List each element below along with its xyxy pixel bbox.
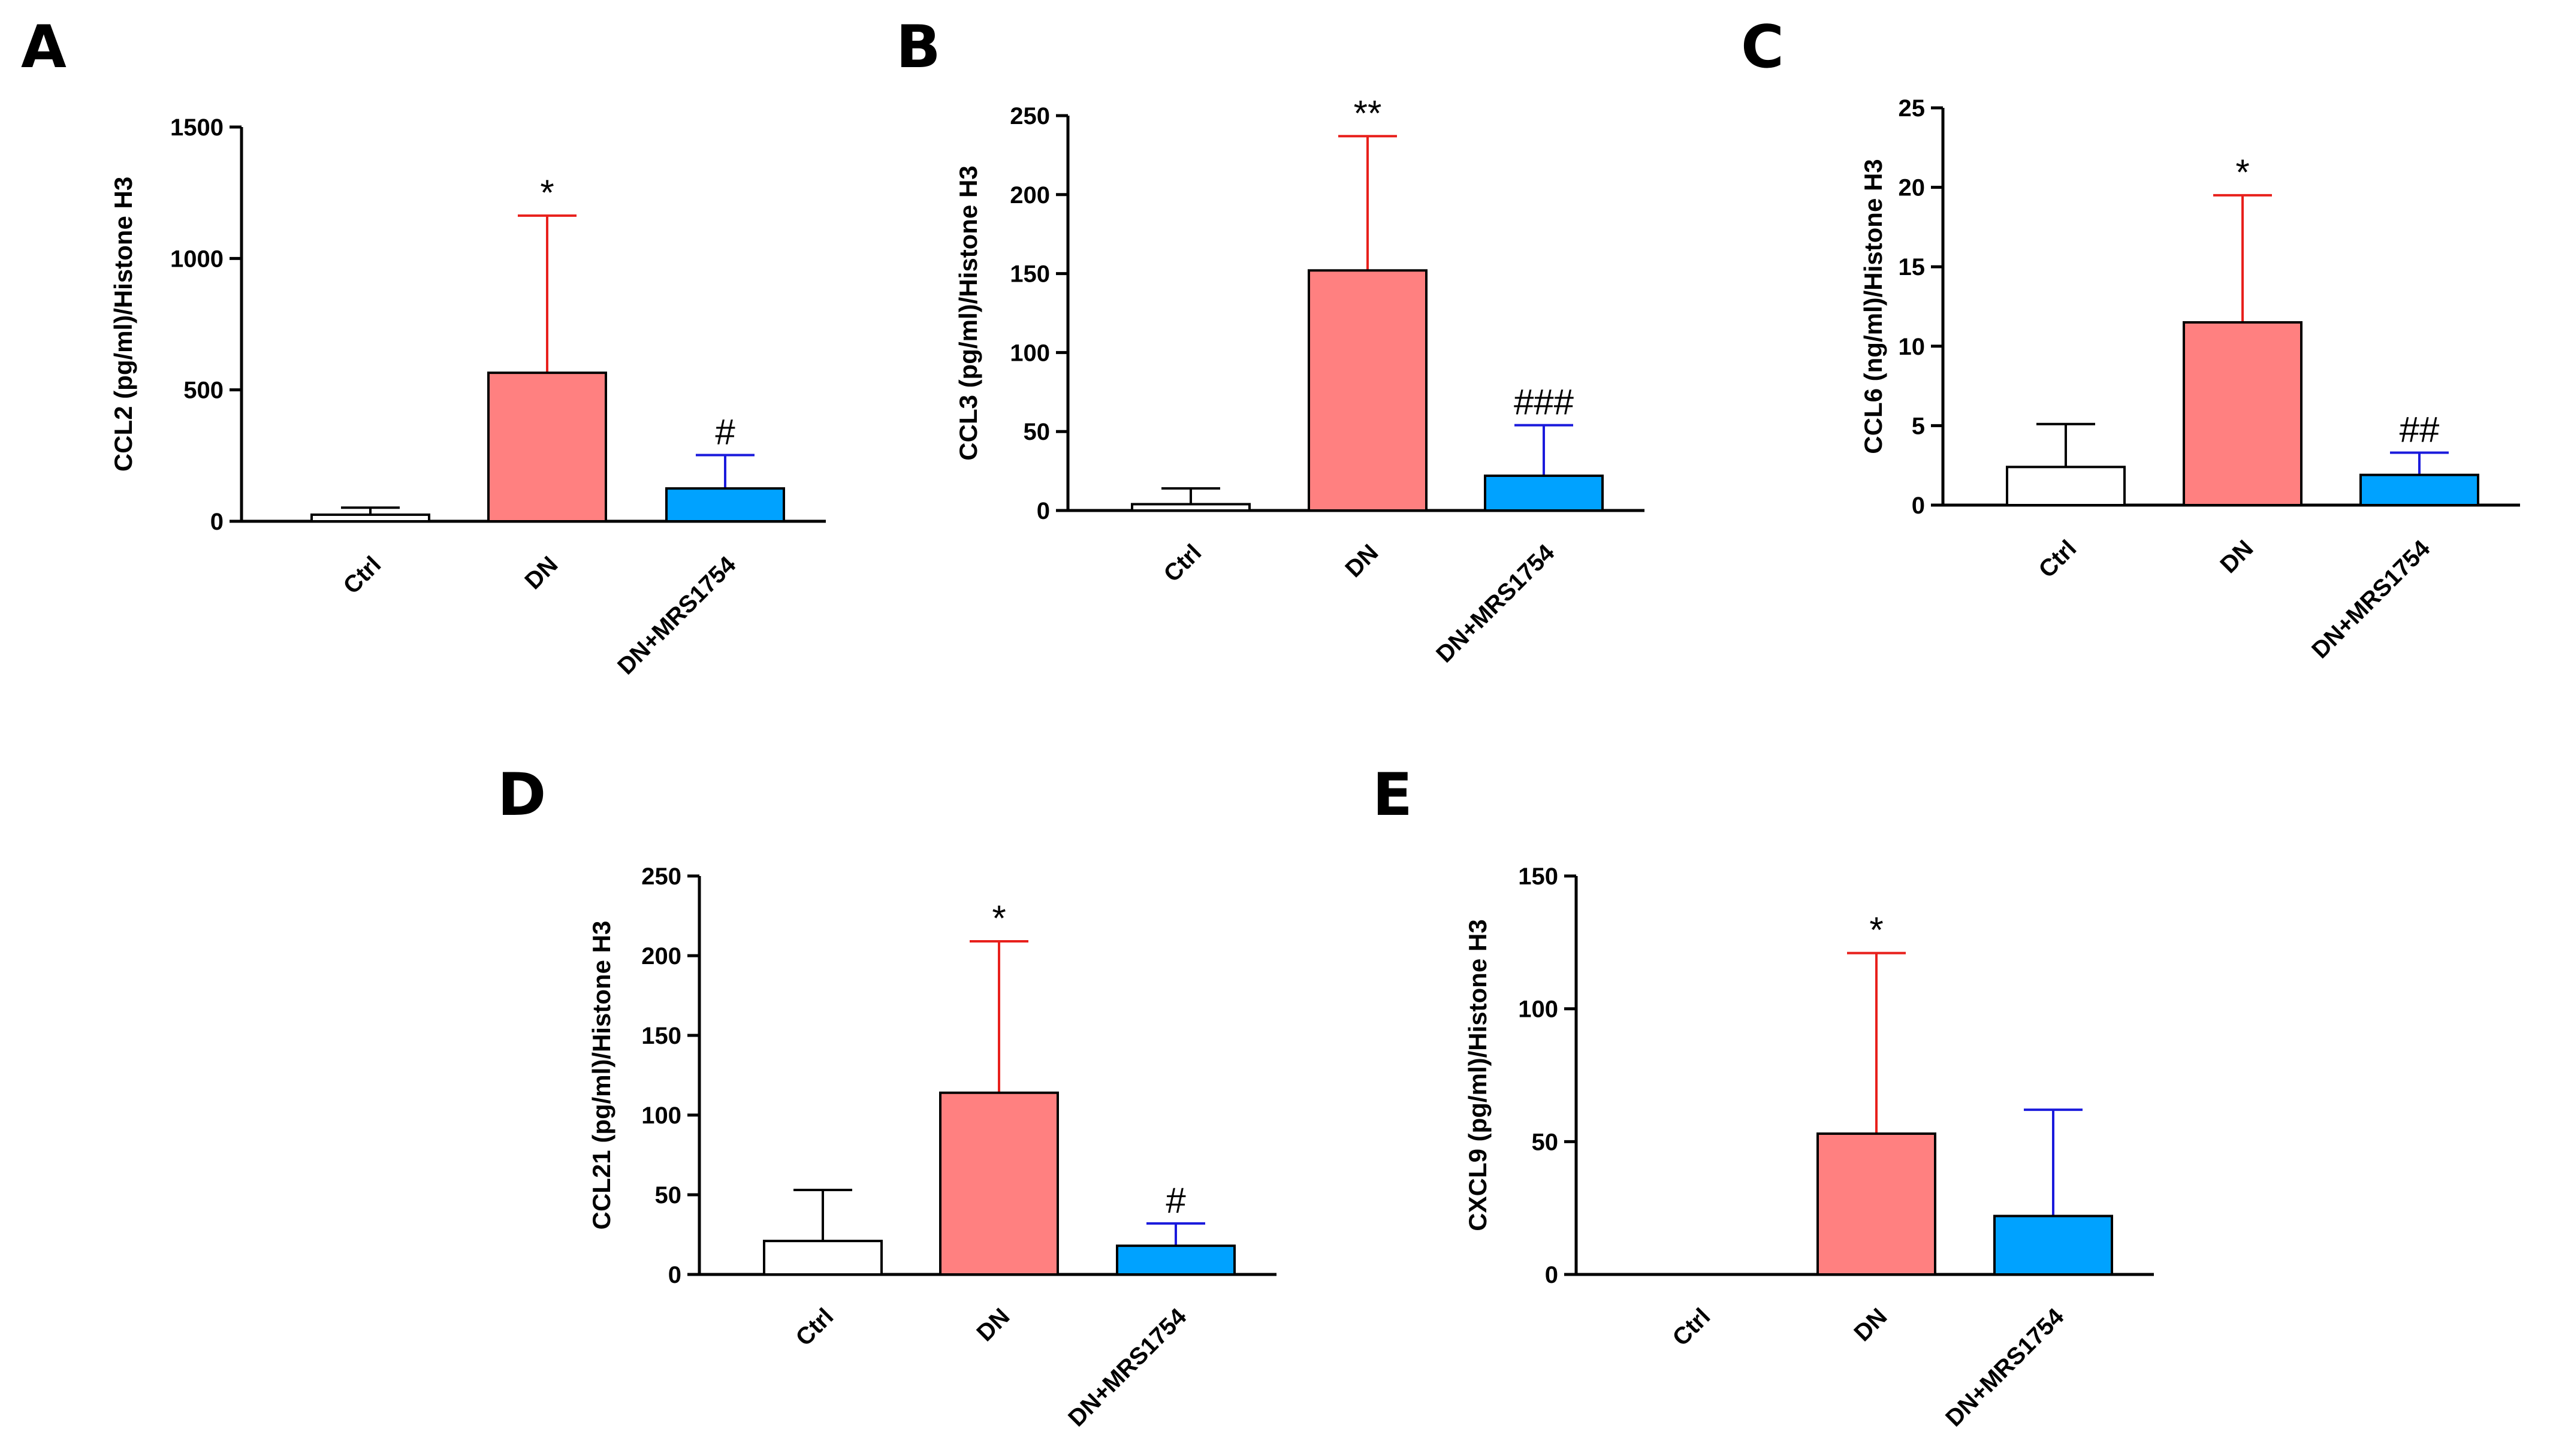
- significance-label: *: [1869, 910, 1883, 950]
- bar-ctrl: [2006, 466, 2126, 506]
- y-tick-label: 1500: [170, 114, 224, 141]
- panel-b: B 0 50 100 150 200 250 CCL3 (pg/ml)/Histone H3 C…: [896, 13, 1644, 668]
- panel-d: D 0 50 100 150 200 250 CCL21 (pg/ml)/Histone H3…: [497, 761, 1277, 1432]
- panel-e: E 0 50 100 150 CXCL9 (pg/ml)/Histone H3 Ctrl * D…: [1372, 761, 2154, 1432]
- bar-ctrl: [310, 513, 430, 522]
- category-label: Ctrl: [1668, 1303, 1716, 1351]
- category-label: Ctrl: [339, 551, 387, 599]
- y-tick-label: 0: [668, 1262, 681, 1288]
- significance-label: *: [540, 173, 554, 213]
- y-tick-label: 250: [641, 863, 681, 890]
- y-axis-title: CCL2 (pg/ml)/Histone H3: [109, 177, 137, 472]
- significance-label: ###: [1514, 382, 1574, 422]
- bar-dn-mrs1754: [1484, 475, 1604, 512]
- y-axis-title: CCL21 (pg/ml)/Histone H3: [587, 921, 615, 1230]
- panel-letter: E: [1372, 761, 1413, 829]
- y-tick-label: 200: [1010, 182, 1050, 209]
- bar-ctrl: [1131, 503, 1251, 512]
- panel-c: C 0 5 10 15 20 25 CCL6 (ng/ml)/Histone H3 Ctrl * D…: [1741, 13, 2520, 664]
- y-tick-label: 100: [1518, 996, 1558, 1023]
- bar-dn-mrs1754: [2359, 473, 2479, 506]
- category-label: DN: [1849, 1303, 1892, 1346]
- category-label: DN+MRS1754: [1063, 1303, 1192, 1432]
- significance-label: #: [715, 412, 735, 452]
- bar-dn: [1308, 269, 1428, 512]
- bar-dn-mrs1754: [1116, 1244, 1236, 1276]
- y-tick-label: 0: [1545, 1262, 1558, 1288]
- y-tick-label: 150: [1518, 863, 1558, 890]
- category-label: DN+MRS1754: [1431, 539, 1560, 668]
- category-label: Ctrl: [2034, 535, 2082, 583]
- category-label: DN: [971, 1303, 1015, 1346]
- significance-label: #: [1166, 1180, 1186, 1221]
- y-tick-label: 150: [1010, 261, 1050, 288]
- panel-letter: D: [497, 761, 546, 829]
- y-axis-title: CXCL9 (pg/ml)/Histone H3: [1463, 919, 1492, 1231]
- y-tick-label: 200: [641, 943, 681, 969]
- y-tick-label: 100: [1010, 340, 1050, 366]
- y-tick-label: 10: [1899, 334, 1926, 360]
- y-tick-label: 5: [1912, 413, 1925, 439]
- category-label: Ctrl: [1159, 539, 1207, 587]
- y-tick-label: 15: [1899, 254, 1926, 280]
- category-label: DN: [520, 551, 563, 594]
- panel-letter: B: [896, 13, 941, 81]
- category-label: Ctrl: [791, 1303, 839, 1351]
- y-tick-label: 1000: [170, 246, 224, 272]
- y-tick-label: 50: [1024, 419, 1051, 445]
- y-tick-label: 250: [1010, 103, 1050, 129]
- y-tick-label: 25: [1899, 95, 1926, 122]
- bar-ctrl: [763, 1240, 883, 1276]
- panel-letter: A: [21, 13, 67, 81]
- y-tick-label: 50: [655, 1182, 682, 1209]
- panel-letter: C: [1741, 13, 1784, 81]
- y-axis-title: CCL6 (ng/ml)/Histone H3: [1859, 159, 1887, 454]
- bar-dn-mrs1754: [1993, 1215, 2113, 1276]
- panel-a: A 0 500 1000 1500 CCL2 (pg/ml)/Histone H3 Ctrl…: [21, 13, 826, 680]
- bar-dn: [487, 371, 607, 522]
- bar-dn: [1816, 1132, 1936, 1276]
- y-tick-label: 500: [183, 377, 224, 404]
- category-label: DN+MRS1754: [1941, 1303, 2069, 1432]
- y-tick-label: 150: [641, 1023, 681, 1049]
- significance-label: ##: [2400, 409, 2440, 449]
- significance-label: *: [2235, 152, 2249, 192]
- bar-dn: [939, 1091, 1059, 1276]
- category-label: DN+MRS1754: [2307, 535, 2436, 664]
- significance-label: **: [1354, 93, 1382, 133]
- y-tick-label: 0: [1912, 493, 1925, 519]
- category-label: DN+MRS1754: [612, 551, 741, 680]
- significance-label: *: [992, 898, 1006, 938]
- category-label: DN: [1340, 539, 1383, 582]
- y-tick-label: 0: [210, 509, 224, 535]
- bar-dn: [2183, 321, 2303, 507]
- y-tick-label: 100: [641, 1102, 681, 1129]
- bar-dn-mrs1754: [665, 487, 785, 523]
- y-tick-label: 0: [1037, 498, 1050, 524]
- y-axis-title: CCL3 (pg/ml)/Histone H3: [954, 165, 982, 460]
- y-tick-label: 50: [1532, 1129, 1559, 1155]
- y-tick-label: 20: [1899, 175, 1926, 201]
- category-label: DN: [2215, 535, 2258, 578]
